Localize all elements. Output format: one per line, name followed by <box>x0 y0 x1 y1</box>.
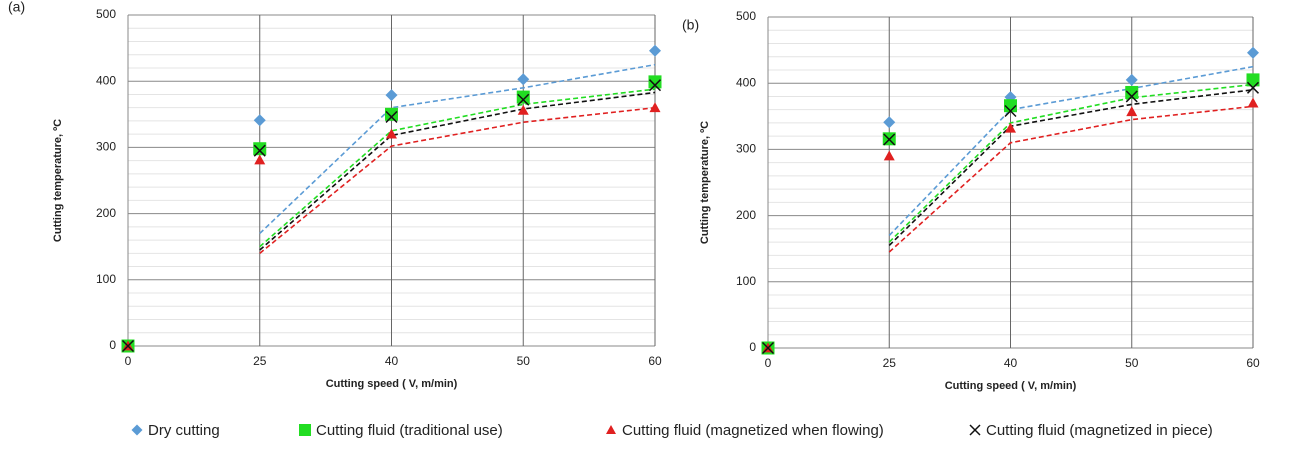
panel: (a) 0 100 200 300 400 500 0 25 40 50 60 Cutting spee… <box>8 0 662 390</box>
x-tick-label: 50 <box>1125 356 1139 370</box>
y-tick-label: 400 <box>96 73 116 87</box>
panel-label: (b) <box>682 17 699 33</box>
marker-triangle <box>386 128 397 139</box>
trendline <box>259 91 656 251</box>
marker-square <box>648 75 662 89</box>
marker-diamond <box>1247 46 1259 59</box>
x-tick-label: 25 <box>883 356 897 370</box>
y-tick-label: 200 <box>736 208 756 222</box>
x-tick-label: 0 <box>125 354 132 368</box>
marker-x <box>121 339 135 353</box>
y-tick-label: 300 <box>96 140 116 154</box>
x-tick-label: 40 <box>1004 356 1018 370</box>
x-axis-title: Cutting speed ( V, m/min) <box>945 380 1077 392</box>
marker-x <box>1246 81 1260 94</box>
marker-diamond <box>253 114 266 127</box>
marker-triangle <box>883 150 895 161</box>
marker-square <box>516 90 530 104</box>
trendline <box>259 63 656 235</box>
y-tick-label: 300 <box>736 142 756 156</box>
x-tick-label: 50 <box>517 354 531 368</box>
x-tick-label: 60 <box>1246 356 1260 370</box>
marker-diamond <box>385 89 398 102</box>
y-tick-label: 400 <box>736 75 756 89</box>
marker-square <box>1004 99 1017 113</box>
marker-x <box>883 133 896 146</box>
marker-x <box>517 93 530 106</box>
marker-x <box>648 79 662 92</box>
marker-triangle <box>649 102 661 113</box>
legend-label: Cutting fluid (traditional use) <box>316 422 503 439</box>
marker-x <box>1125 90 1138 103</box>
marker-triangle <box>1005 122 1016 133</box>
marker-square <box>385 107 398 121</box>
trendline <box>259 106 656 254</box>
marker-x <box>1004 104 1017 118</box>
x-tick-label: 0 <box>765 356 772 370</box>
y-tick-label: 100 <box>96 272 116 286</box>
marker-diamond <box>883 116 896 129</box>
marker-triangle <box>517 104 529 115</box>
panel: (b) 0 100 200 300 400 500 0 25 40 50 60 Cutting spee… <box>682 9 1260 392</box>
trendline <box>888 65 1254 237</box>
marker-square <box>1125 85 1139 99</box>
marker-x <box>761 341 775 355</box>
marker-triangle <box>254 154 266 165</box>
y-tick-label: 0 <box>109 338 116 352</box>
marker-triangle <box>606 425 616 434</box>
y-tick-label: 100 <box>736 274 756 288</box>
trendline <box>259 88 656 248</box>
marker-diamond <box>1125 73 1138 86</box>
marker-x <box>385 110 398 123</box>
legend-label: Cutting fluid (magnetized in piece) <box>986 422 1213 439</box>
legend-item: Cutting fluid (magnetized when flowing) <box>606 422 884 439</box>
panel-label: (a) <box>8 0 25 15</box>
y-tick-label: 500 <box>736 9 756 23</box>
marker-x <box>253 144 266 157</box>
legend-label: Cutting fluid (magnetized when flowing) <box>622 422 884 439</box>
marker-square <box>1246 73 1260 87</box>
marker-triangle <box>1247 97 1259 108</box>
trendline <box>888 83 1254 243</box>
y-tick-label: 200 <box>96 206 116 220</box>
marker-diamond <box>649 44 661 57</box>
y-axis-title: Cutting temperature, ºC <box>52 119 64 242</box>
trendline <box>888 105 1254 253</box>
x-tick-label: 40 <box>385 354 399 368</box>
marker-diamond <box>517 73 530 86</box>
legend-item: Dry cutting <box>131 422 220 439</box>
trendline <box>888 89 1254 246</box>
legend-label: Dry cutting <box>148 422 220 439</box>
marker-x <box>969 424 981 436</box>
x-tick-label: 60 <box>648 354 662 368</box>
y-tick-label: 0 <box>749 340 756 354</box>
marker-square <box>253 142 267 156</box>
x-tick-label: 25 <box>253 354 267 368</box>
marker-triangle <box>1126 106 1138 117</box>
legend-item: Cutting fluid (magnetized in piece) <box>969 422 1213 439</box>
marker-diamond <box>131 424 143 436</box>
legend-item: Cutting fluid (traditional use) <box>299 422 503 439</box>
x-axis-title: Cutting speed ( V, m/min) <box>326 378 458 390</box>
y-axis-title: Cutting temperature, ºC <box>699 121 711 244</box>
marker-square <box>299 424 311 436</box>
y-tick-label: 500 <box>96 7 116 21</box>
